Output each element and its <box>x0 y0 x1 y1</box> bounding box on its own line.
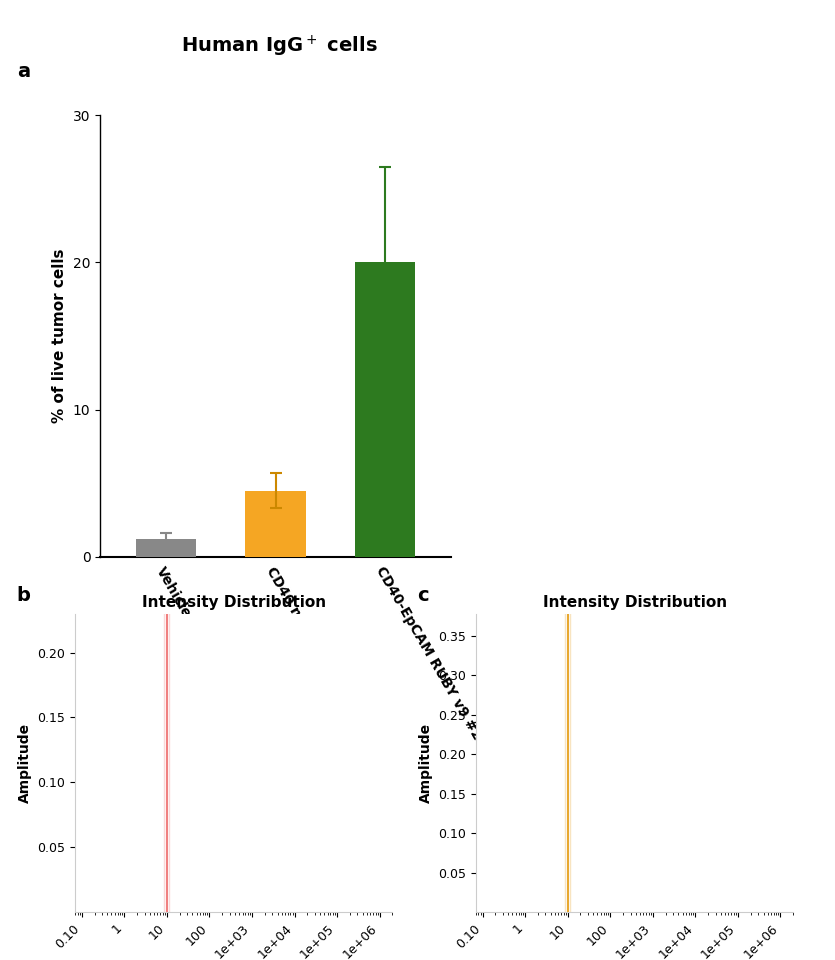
Y-axis label: Amplitude: Amplitude <box>18 723 32 804</box>
Y-axis label: Amplitude: Amplitude <box>418 723 433 804</box>
Bar <box>245 491 306 557</box>
Y-axis label: % of live tumor cells: % of live tumor cells <box>53 249 68 423</box>
Text: b: b <box>17 586 31 605</box>
Text: a: a <box>17 62 30 82</box>
Title: Intensity Distribution: Intensity Distribution <box>543 595 726 611</box>
Bar <box>136 540 196 557</box>
Bar <box>355 262 415 557</box>
Title: Intensity Distribution: Intensity Distribution <box>142 595 326 611</box>
Text: c: c <box>418 586 429 605</box>
Text: Human IgG$^+$ cells: Human IgG$^+$ cells <box>181 34 378 59</box>
